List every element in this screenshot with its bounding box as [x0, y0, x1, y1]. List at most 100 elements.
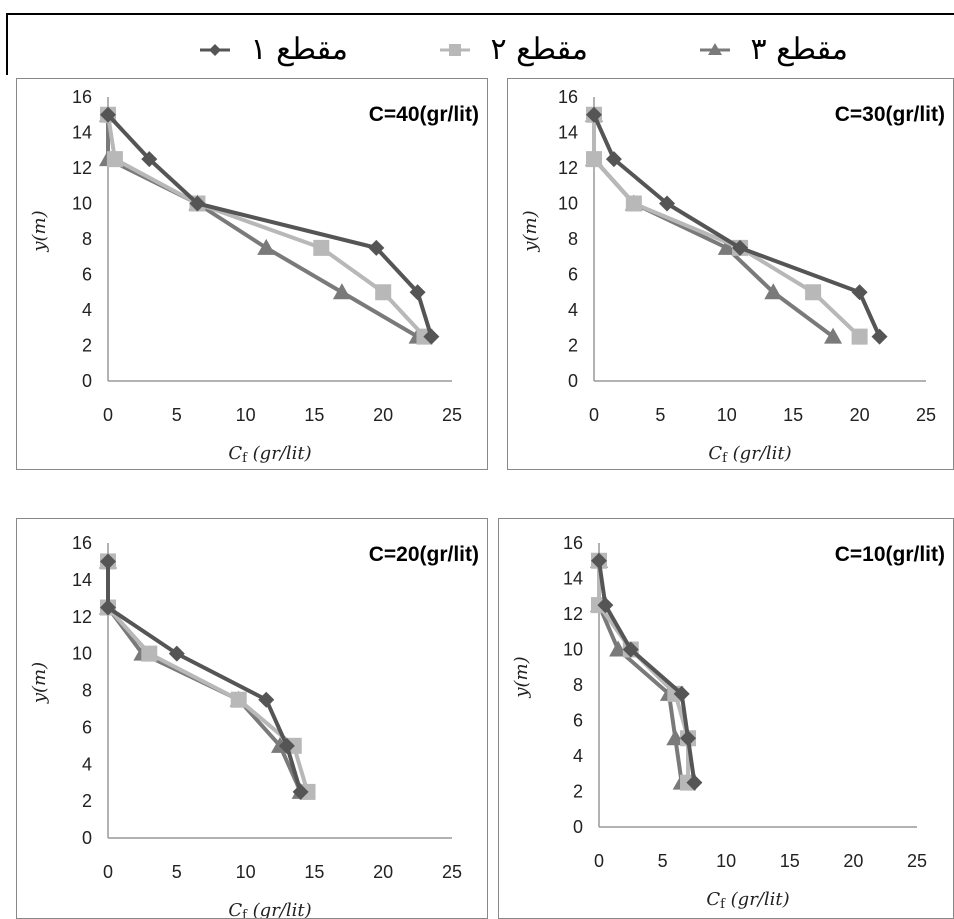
- y-tick-label: 4: [573, 746, 583, 766]
- series-3-point: [332, 283, 351, 300]
- x-tick-label: 5: [172, 862, 182, 882]
- chart-panel-c10: 0 2 4 6 8 10 12 14 16 0 5 10 15 20 25 C=10(gr/lit) Cf (g…: [498, 518, 954, 919]
- y-tick-label: 2: [568, 336, 578, 356]
- y-tick-label: 10: [72, 194, 92, 214]
- series-1-point: [368, 239, 385, 256]
- y-tick-label: 4: [82, 300, 92, 320]
- x-tick-label: 15: [304, 405, 324, 425]
- y-tick-label: 0: [82, 828, 92, 848]
- y-tick-label: 4: [568, 300, 578, 320]
- y-tick-label: 6: [573, 711, 583, 731]
- series-1-point: [680, 730, 697, 747]
- series-2-line: [106, 561, 310, 793]
- series-1-point: [189, 195, 206, 212]
- series-1-point: [686, 774, 703, 791]
- chart-title: C=40(gr/lit): [369, 103, 479, 126]
- chart-title: C=20(gr/lit): [369, 543, 479, 566]
- chart-svg-c30: 0 2 4 6 8 10 12 14 16 0 5 10 15 20 25 C=30(gr/lit) Cf (g…: [520, 87, 945, 466]
- series-1-point: [409, 284, 426, 301]
- y-tick-label: 16: [72, 87, 92, 107]
- series-2-point: [141, 645, 158, 662]
- chart-svg-c10: 0 2 4 6 8 10 12 14 16 0 5 10 15 20 25 C=10(gr/lit) Cf (g…: [511, 533, 945, 912]
- y-tick-label: 16: [558, 87, 578, 107]
- legend-label: مقطع ۳: [751, 32, 848, 67]
- series-3-point: [824, 327, 843, 344]
- series-1-line: [592, 113, 882, 338]
- series-3-line: [592, 114, 835, 339]
- chart-title: C=30(gr/lit): [835, 103, 945, 126]
- series-1-point: [586, 106, 602, 123]
- chart-svg-c20: 0 2 4 6 8 10 12 14 16 0 5 10 15 20 25 C=20(gr/lit) Cf (g…: [29, 533, 479, 918]
- series-2-point: [313, 239, 330, 256]
- series-3-line: [597, 560, 684, 783]
- series-1-group: [100, 553, 309, 800]
- x-tick-label: 0: [103, 862, 113, 882]
- x-tick-label: 15: [780, 851, 800, 871]
- y-tick-label: 0: [82, 371, 92, 391]
- series-3-line: [106, 561, 303, 793]
- y-tick-label: 10: [72, 644, 92, 664]
- x-tick-label: 0: [589, 405, 599, 425]
- y-axis-label: y(m): [29, 210, 50, 252]
- y-tick-label: 0: [568, 371, 578, 391]
- series-3-point: [666, 729, 685, 746]
- series-3-point: [717, 238, 736, 255]
- x-axis-label: Cf (gr/lit): [228, 443, 311, 466]
- series-1-point: [605, 151, 622, 168]
- series-1-point: [673, 685, 690, 702]
- series-3-group: [585, 105, 843, 344]
- series-1-point: [100, 106, 116, 123]
- y-tick-label: 2: [82, 791, 92, 811]
- series-3-point: [764, 283, 783, 300]
- y-tick-label: 2: [573, 782, 583, 802]
- series-1-point: [423, 328, 440, 345]
- x-tick-label: 5: [655, 405, 665, 425]
- series-1-point: [100, 599, 116, 616]
- x-tick-label: 25: [916, 405, 936, 425]
- x-tick-label: 10: [716, 851, 736, 871]
- series-1-point: [100, 553, 116, 570]
- series-1-point: [168, 645, 185, 662]
- x-tick-label: 25: [907, 851, 927, 871]
- legend-label: مقطع ۲: [491, 32, 588, 67]
- series-1-point: [292, 783, 309, 800]
- y-tick-label: 10: [558, 194, 578, 214]
- y-tick-label: 8: [82, 681, 92, 701]
- chart-title: C=10(gr/lit): [835, 543, 945, 566]
- y-tick-label: 8: [573, 675, 583, 695]
- x-tick-label: 15: [304, 862, 324, 882]
- series-1-line: [106, 561, 303, 793]
- y-tick-label: 16: [72, 533, 92, 553]
- series-1-point: [622, 641, 639, 658]
- y-tick-label: 12: [563, 604, 583, 624]
- y-tick-label: 8: [568, 229, 578, 249]
- x-axis-label: Cf (gr/lit): [708, 443, 791, 466]
- series-1-point: [871, 328, 888, 345]
- series-2-point: [230, 691, 247, 708]
- y-tick-label: 14: [72, 123, 92, 143]
- x-tick-label: 0: [103, 405, 113, 425]
- series-2-point: [805, 284, 822, 301]
- y-tick-label: 6: [82, 717, 92, 737]
- y-axis-label: y(m): [511, 656, 532, 698]
- x-tick-label: 10: [717, 405, 737, 425]
- series-2-point: [375, 284, 392, 301]
- series-2-point: [851, 328, 868, 345]
- y-tick-label: 4: [82, 754, 92, 774]
- series-1-point: [597, 597, 614, 614]
- x-axis-label: Cf (gr/lit): [706, 889, 789, 912]
- legend-item-2: مقطع ۲: [440, 32, 588, 67]
- x-tick-label: 10: [236, 405, 256, 425]
- series-1-line: [106, 113, 434, 338]
- chart-panel-c30: 0 2 4 6 8 10 12 14 16 0 5 10 15 20 25 C=30(gr/lit) Cf (g…: [507, 78, 954, 470]
- series-1-group: [586, 106, 888, 345]
- series-2-point: [586, 151, 602, 168]
- series-3-group: [99, 105, 427, 344]
- series-1-group: [100, 106, 440, 345]
- series-3-point: [609, 640, 628, 657]
- y-tick-label: 14: [563, 569, 583, 589]
- series-3-group: [590, 551, 691, 790]
- series-1-group: [591, 552, 703, 791]
- y-tick-label: 6: [82, 265, 92, 285]
- series-3-point: [257, 238, 276, 255]
